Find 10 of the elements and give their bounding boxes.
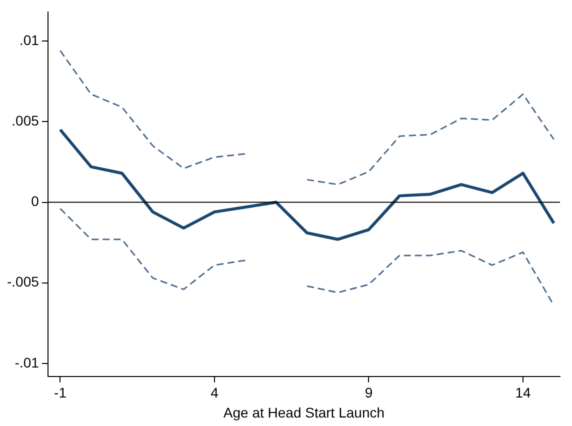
y-tick-label: .005	[12, 112, 40, 128]
x-tick-label: 9	[364, 384, 373, 401]
x-tick-label: 14	[515, 384, 531, 401]
x-tick-label: -1	[54, 384, 67, 401]
y-tick-label: -.005	[6, 274, 40, 290]
x-axis-title: Age at Head Start Launch	[223, 404, 385, 420]
x-tick-label: 4	[210, 384, 219, 401]
y-tick-label: -.01	[14, 354, 40, 370]
y-tick-label: 0	[31, 193, 40, 210]
y-tick-label: .01	[19, 32, 40, 48]
